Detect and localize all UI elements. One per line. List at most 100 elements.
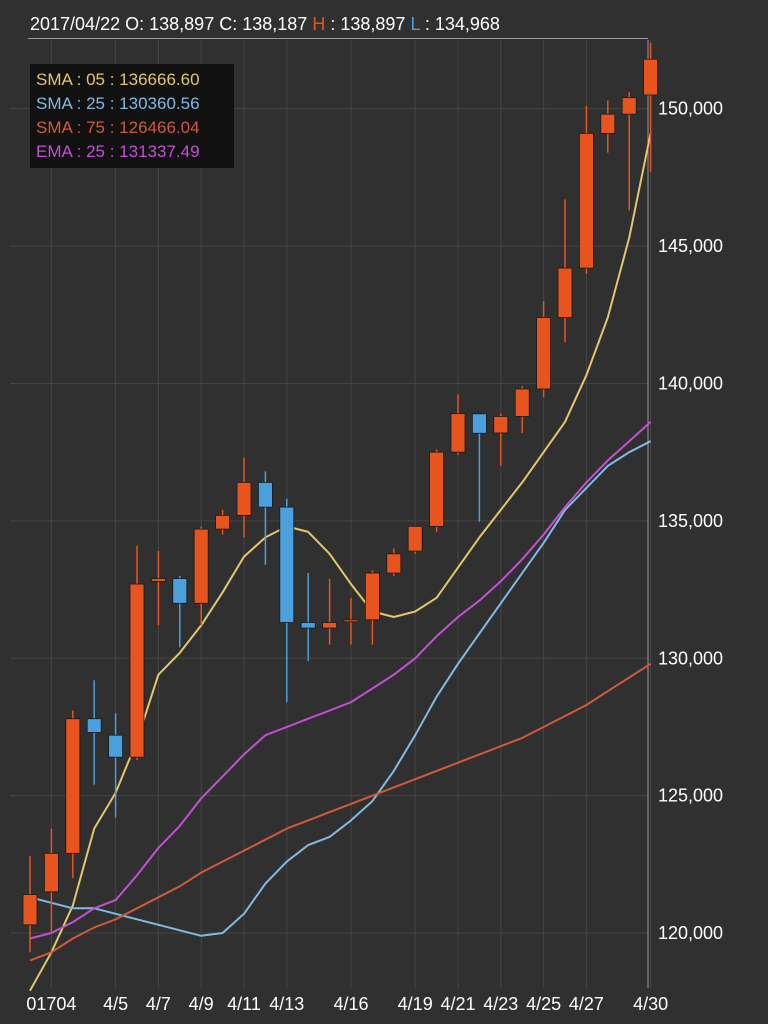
y-tick-label: 125,000 <box>658 786 723 806</box>
candle <box>236 457 252 538</box>
legend-row-sma25: SMA : 25 : 130360.56 <box>36 94 200 113</box>
candle-body <box>300 622 316 629</box>
candle-body <box>215 514 231 530</box>
x-tick-label: 4/13 <box>269 994 304 1014</box>
candle <box>86 680 102 785</box>
candle-body <box>579 133 594 269</box>
candle-body <box>150 578 166 582</box>
y-tick-label: 145,000 <box>658 236 723 256</box>
candle-body <box>493 416 509 434</box>
legend-row-ema25: EMA : 25 : 131337.49 <box>36 142 200 161</box>
legend-name: SMA <box>36 94 72 113</box>
candle-body <box>407 525 423 552</box>
candle <box>44 828 59 934</box>
candle-body <box>514 388 530 417</box>
candle-body <box>536 317 551 390</box>
candle-body <box>471 413 487 434</box>
candle <box>129 545 145 760</box>
candle <box>621 92 637 211</box>
y-tick-label: 150,000 <box>658 99 723 119</box>
header-close-value: 138,187 <box>242 14 308 34</box>
candle <box>172 575 188 648</box>
x-axis: 01704 4/5 4/7 4/9 4/11 4/13 4/16 4/19 4/21 4/23 4/… <box>26 994 668 1014</box>
indicator-legend: SMA : 05 : 136666.60 SMA : 25 : 130360.5… <box>30 64 234 168</box>
candle-body <box>600 113 616 134</box>
legend-period: 25 <box>86 142 105 161</box>
candle-body <box>108 734 123 758</box>
candle-body <box>429 451 445 527</box>
chart-grid <box>10 40 652 988</box>
x-tick-label: 4/21 <box>440 994 475 1014</box>
legend-row-sma75: SMA : 75 : 126466.04 <box>36 118 200 137</box>
candle <box>150 551 166 626</box>
legend-name: SMA <box>36 118 72 137</box>
candle-body <box>621 97 637 115</box>
candle-body <box>557 267 573 318</box>
candle-body <box>86 718 102 733</box>
x-tick-label: 4/19 <box>398 994 433 1014</box>
x-tick-label: 4/30 <box>633 994 668 1014</box>
series-line-sma05 <box>29 133 652 992</box>
legend-period: 75 <box>86 118 105 137</box>
candle <box>643 42 658 172</box>
legend-name: SMA <box>36 70 72 89</box>
candle-body <box>129 583 145 758</box>
legend-row-sma05: SMA : 05 : 136666.60 <box>36 70 200 89</box>
header-close-label: C: <box>219 14 238 34</box>
legend-value: 131337.49 <box>119 142 200 161</box>
candle <box>322 578 338 645</box>
header-open-value: 138,897 <box>149 14 215 34</box>
x-tick-label: 4/27 <box>569 994 604 1014</box>
candle-body <box>643 58 658 96</box>
y-tick-label: 130,000 <box>658 648 723 668</box>
candle-body <box>65 718 81 854</box>
candle-body <box>343 619 359 623</box>
x-tick-label: 4/16 <box>333 994 368 1014</box>
series-line-sma25 <box>29 440 652 937</box>
candle <box>343 597 359 645</box>
header-divider <box>28 38 648 39</box>
candle-body <box>279 506 295 623</box>
x-tick-label: 4/5 <box>103 994 128 1014</box>
candle <box>364 570 380 645</box>
header-high-value: : 138,897 <box>330 14 406 34</box>
ohlc-header: 2017/04/22 O: 138,897 C: 138,187 H : 138… <box>30 10 750 38</box>
candle <box>471 413 487 522</box>
candle <box>600 100 616 153</box>
candle <box>193 526 209 626</box>
candle-body <box>22 894 38 926</box>
legend-value: 136666.60 <box>119 70 200 89</box>
candle <box>579 105 594 274</box>
header-low-label: L <box>410 14 420 34</box>
y-tick-label: 140,000 <box>658 373 723 393</box>
candle <box>429 449 445 532</box>
candle-body <box>450 413 466 453</box>
y-tick-label: 120,000 <box>658 923 723 943</box>
candle <box>300 573 316 662</box>
legend-value: 126466.04 <box>119 118 200 137</box>
candle-body <box>322 622 338 629</box>
candle <box>407 525 423 554</box>
x-tick-label: 4/9 <box>189 994 214 1014</box>
header-low-value: : 134,968 <box>424 14 500 34</box>
header-open-label: O: <box>125 14 145 34</box>
x-tick-label: 4/23 <box>483 994 518 1014</box>
x-tick-label: 4/7 <box>146 994 171 1014</box>
candle <box>493 413 509 466</box>
legend-period: 05 <box>86 70 105 89</box>
candle <box>22 856 38 953</box>
candle-body <box>236 481 252 516</box>
header-date: 2017/04/22 <box>30 14 121 34</box>
candle <box>557 199 573 343</box>
candle <box>450 394 466 455</box>
indicator-lines <box>29 133 652 992</box>
legend-name: EMA <box>36 142 72 161</box>
y-tick-label: 135,000 <box>658 511 723 531</box>
x-tick-label: 01704 <box>26 994 76 1014</box>
candle <box>514 386 530 433</box>
candle <box>279 498 295 703</box>
legend-period: 25 <box>86 94 105 113</box>
candle <box>108 713 123 818</box>
x-tick-label: 4/25 <box>526 994 561 1014</box>
